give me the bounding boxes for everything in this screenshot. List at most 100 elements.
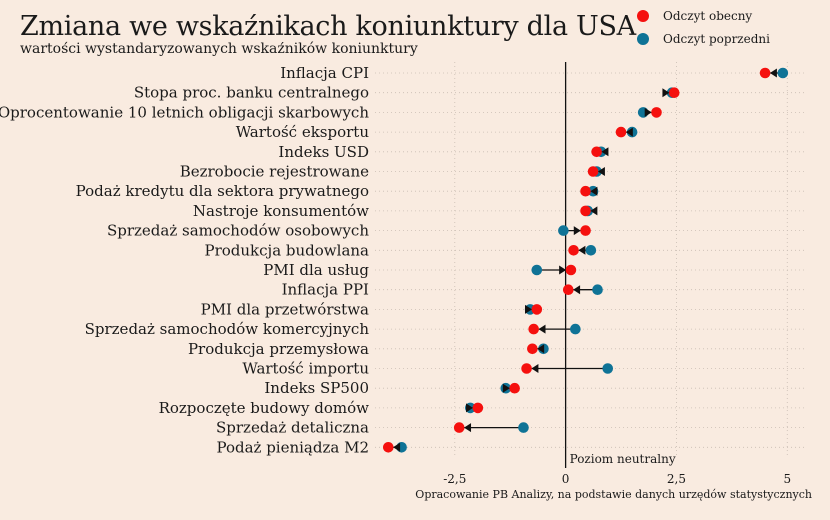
category-label: Indeks USD: [278, 143, 369, 161]
point-current: [580, 185, 591, 197]
data-row: [524, 304, 543, 315]
change-arrow-head: [662, 88, 670, 98]
data-row: [521, 363, 614, 374]
legend-marker-previous: [637, 32, 649, 45]
data-row: [637, 107, 662, 118]
point-current: [565, 264, 577, 276]
category-label: Stopa proc. banku centralnego: [134, 84, 369, 102]
x-tick-label: 0: [562, 472, 570, 486]
change-arrow-head: [769, 68, 777, 78]
data-row: [562, 284, 603, 296]
category-label: Indeks SP500: [264, 379, 369, 397]
x-tick-label: 2,5: [667, 472, 686, 486]
change-arrow-head: [531, 364, 539, 373]
point-current: [668, 87, 680, 98]
neutral-label: Poziom neutralny: [570, 452, 676, 466]
change-arrow-head: [573, 226, 581, 236]
data-row: [615, 126, 638, 138]
category-label: Podaż pieniądza M2: [216, 438, 369, 456]
point-current: [527, 343, 538, 355]
category-label: Bezrobocie rejestrowane: [180, 163, 369, 181]
point-previous: [777, 67, 789, 79]
data-row: [558, 225, 591, 236]
change-arrow-head: [590, 186, 598, 196]
point-current: [472, 402, 484, 414]
point-current: [521, 363, 532, 374]
category-label: Produkcja przemysłowa: [188, 340, 369, 358]
category-label: Oprocentowanie 10 letnich obligacji skar…: [0, 103, 369, 121]
category-label: Podaż kredytu dla sektora prywatnego: [76, 182, 369, 200]
category-label: Sprzedaż samochodów osobowych: [107, 222, 369, 240]
change-arrow-head: [578, 245, 586, 255]
change-arrow-head: [590, 206, 598, 216]
change-arrow-head: [537, 344, 545, 354]
change-arrow-head: [573, 285, 581, 295]
data-row: [759, 67, 789, 79]
category-label: Nastroje konsumentów: [193, 202, 369, 220]
point-previous: [592, 284, 603, 296]
data-row: [527, 343, 549, 355]
point-current: [759, 67, 771, 79]
data-row: [568, 245, 597, 256]
point-previous: [558, 225, 569, 236]
source-note: Opracowanie PB Analizy, na podstawie dan…: [415, 488, 812, 501]
legend-item-current: Odczyt obecny: [637, 4, 770, 27]
data-row: [580, 205, 598, 217]
change-arrow-head: [538, 324, 546, 334]
legend: Odczyt obecny Odczyt poprzedni: [637, 4, 770, 50]
data-row: [500, 382, 520, 394]
legend-marker-current: [637, 9, 649, 22]
category-label: Rozpoczęte budowy domów: [159, 399, 370, 417]
x-tick-label: 5: [783, 472, 791, 486]
change-arrow-head: [597, 167, 605, 176]
category-label: Wartość eksportu: [236, 123, 370, 141]
data-row: [531, 264, 577, 276]
category-label: PMI dla usług: [263, 261, 369, 279]
category-label: Produkcja budowlana: [205, 241, 370, 259]
legend-label-previous: Odczyt poprzedni: [663, 31, 770, 46]
point-current: [615, 126, 627, 138]
change-arrow-head: [502, 383, 510, 393]
point-current: [528, 323, 540, 335]
point-current: [580, 225, 591, 236]
point-current: [651, 107, 662, 118]
data-row: [587, 166, 605, 177]
category-label: Sprzedaż samochodów komercyjnych: [85, 320, 370, 338]
point-current: [587, 166, 599, 177]
point-current: [562, 284, 574, 296]
change-arrow-head: [559, 265, 567, 275]
data-row: [580, 185, 599, 197]
category-label: Inflacja CPI: [280, 64, 369, 82]
category-label: Wartość importu: [242, 360, 369, 378]
category-label: PMI dla przetwórstwa: [201, 300, 369, 318]
change-arrow-head: [601, 147, 609, 157]
point-current: [509, 382, 520, 394]
point-previous: [602, 363, 614, 374]
data-row: [382, 442, 407, 453]
change-arrow-head: [393, 442, 401, 452]
point-current: [453, 422, 465, 433]
data-row: [662, 87, 680, 98]
change-arrow-head: [464, 423, 472, 433]
legend-label-current: Odczyt obecny: [663, 8, 753, 23]
point-previous: [531, 264, 543, 276]
data-row: [465, 402, 484, 414]
category-label: Inflacja PPI: [282, 281, 369, 299]
point-previous: [570, 323, 581, 335]
data-row: [453, 422, 529, 433]
point-current: [531, 304, 543, 315]
data-row: [591, 146, 609, 158]
point-previous: [585, 245, 597, 256]
point-current: [591, 146, 602, 158]
point-current: [382, 442, 394, 453]
change-arrow-head: [466, 403, 474, 413]
data-row: [528, 323, 581, 335]
change-arrow-head: [525, 304, 533, 314]
chart-subtitle: wartości wystandaryzowanych wskaźników k…: [20, 41, 418, 57]
chart-title: Zmiana we wskaźnikach koniunktury dla US…: [20, 11, 636, 42]
change-arrow-head: [644, 107, 652, 117]
point-current: [580, 205, 591, 217]
legend-item-previous: Odczyt poprzedni: [637, 27, 770, 50]
